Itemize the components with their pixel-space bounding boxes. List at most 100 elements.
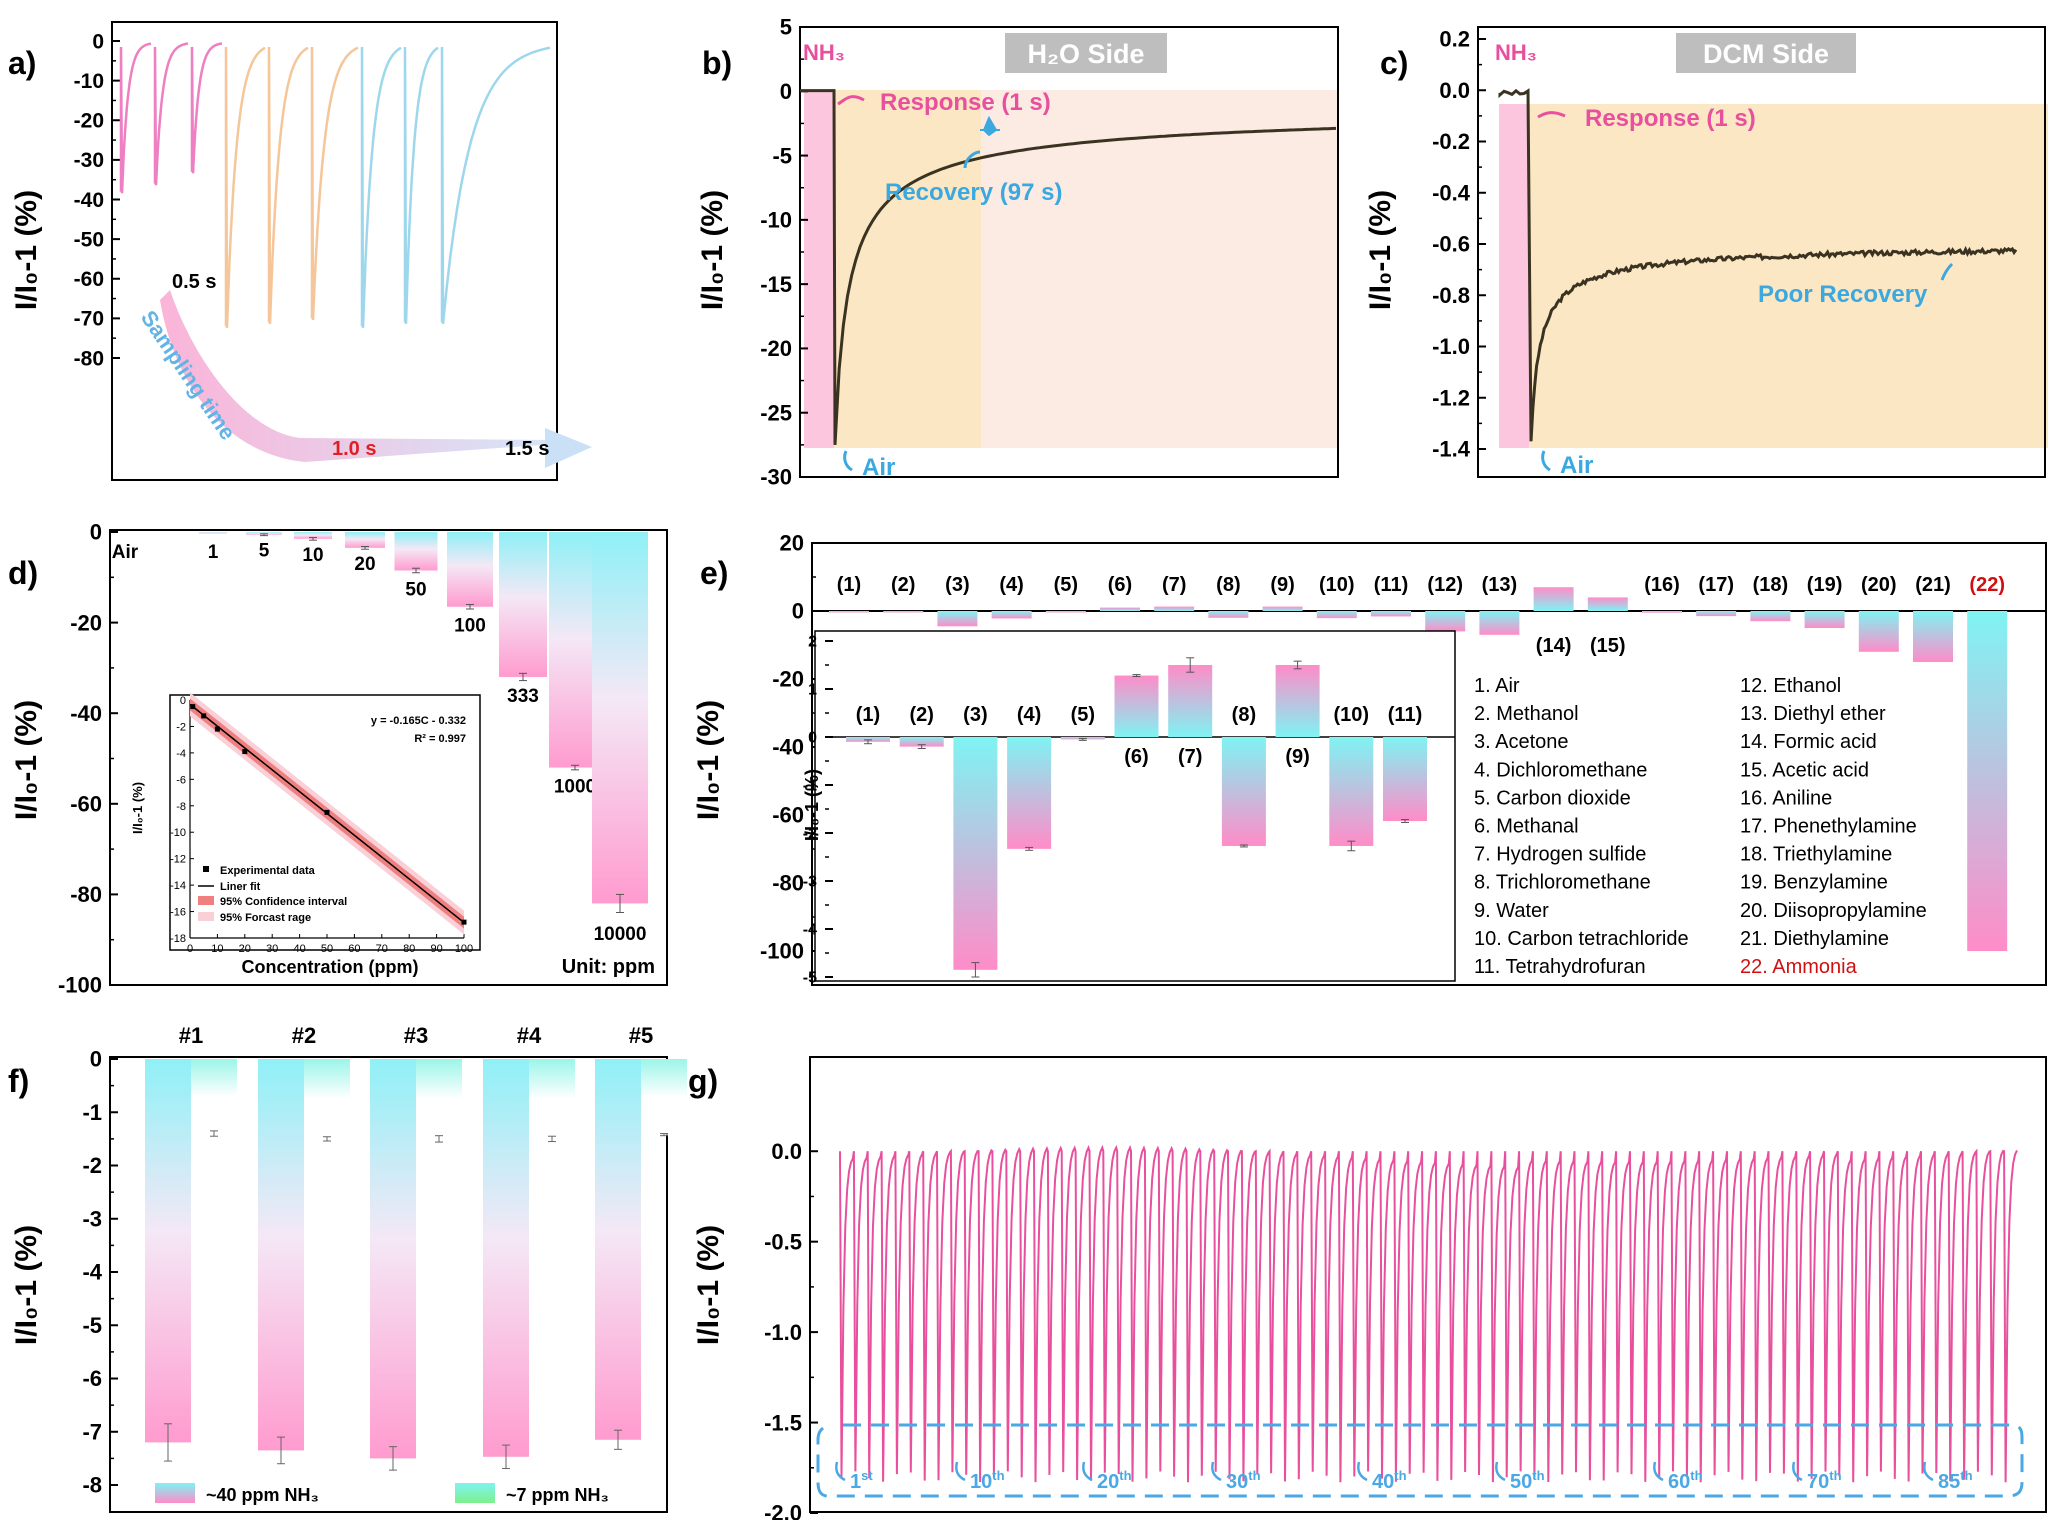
- bar-label-e-5: (5): [1054, 574, 1078, 596]
- legend-item-e-18: 18. Triethylamine: [1740, 844, 1892, 866]
- legend-item-e-20: 20. Diisopropylamine: [1740, 900, 1927, 922]
- inset-x-label-d: Concentration (ppm): [242, 957, 419, 977]
- bar-label-50: 50: [405, 580, 426, 601]
- e-y-tick-label: -20: [772, 667, 804, 692]
- a-y-tick-label: -60: [74, 268, 104, 291]
- bar-e-15: [1587, 597, 1628, 611]
- inset-y-tick-label: -10: [170, 827, 186, 839]
- inset-bar-e-11: [1383, 737, 1427, 821]
- bar-f-1-s1: [145, 1059, 191, 1443]
- inset-x-tick-label: 40: [293, 943, 305, 955]
- group-label-f-5: #5: [629, 1023, 653, 1048]
- bar-50: [394, 532, 438, 571]
- bar-label-333: 333: [507, 686, 539, 707]
- y-axis-label-b: I/I₀-1 (%): [696, 190, 729, 310]
- bar-label-e-16: (16): [1644, 574, 1680, 596]
- legend-item-e-3: 3. Acetone: [1474, 731, 1569, 753]
- bar-f-3-s2: [416, 1059, 462, 1139]
- recovery-marker-b: [980, 115, 1000, 137]
- inset-r2-d: R² = 0.997: [414, 733, 466, 745]
- bar-e-18: [1750, 611, 1791, 622]
- ei-y-tick-label: 1: [808, 682, 817, 699]
- bar-label-e-13: (13): [1482, 574, 1518, 596]
- cycle-arrow-20: [1082, 1461, 1093, 1482]
- inset-y-label-e: I/I₀-1 (%): [802, 769, 822, 841]
- panel-label-d: d): [8, 555, 38, 591]
- panel-a: a) 0-10-20-30-40-50-60-70-80 I/I₀-1 (%) …: [8, 21, 592, 481]
- cycle-arrow-40: [1357, 1461, 1368, 1482]
- bar-f-4-s2: [529, 1059, 575, 1139]
- group-label-f-3: #3: [404, 1023, 428, 1048]
- bar-label-100: 100: [454, 616, 486, 637]
- bar-label-e-3: (3): [945, 574, 969, 596]
- legend-swatch-ci: [198, 896, 214, 905]
- inset-bar-label-e-4: (4): [1017, 704, 1041, 726]
- legend-item-e-8: 8. Trichloromethane: [1474, 872, 1651, 894]
- legend-swatch-forecast: [198, 912, 214, 921]
- response-curve-c: [1498, 88, 2018, 442]
- bar-label-e-11: (11): [1374, 574, 1408, 596]
- f-y-tick-label: -6: [82, 1366, 102, 1391]
- inset-bar-label-e-6: (6): [1124, 746, 1148, 768]
- label-1-5s: 1.5 s: [505, 438, 549, 460]
- legend-item-e-15: 15. Acetic acid: [1740, 759, 1869, 781]
- legend-item-e-4: 4. Dichloromethane: [1474, 759, 1647, 781]
- pulse-line-6: [310, 46, 359, 321]
- y-axis-g: 0.0 -0.5 -1.0 -1.5 -2.0: [764, 1139, 818, 1520]
- bar-e-5: [1045, 611, 1086, 613]
- bar-f-5-s1: [595, 1059, 641, 1440]
- inset-y-tick-label: -4: [176, 748, 186, 760]
- y-axis-a: 0 -10 -20 -30 -40 -50 -60 -70 -80: [74, 30, 120, 370]
- legend-e: 1. Air 2. Methanol 3. Acetone 4. Dichlorome…: [1474, 675, 1927, 978]
- bar-e-9: [1262, 606, 1303, 611]
- legend-swatch-40ppm: [155, 1483, 195, 1503]
- inset-x-tick-label: 50: [321, 943, 333, 955]
- cycle-arrow-10: [955, 1461, 966, 1482]
- inset-y-label-d: I/I₀-1 (%): [130, 782, 145, 834]
- inset-y-tick-label: -6: [176, 774, 186, 786]
- b-y-tick-label: 5: [780, 15, 792, 40]
- ei-y-tick-label: -3: [803, 874, 817, 891]
- response-arrow-c: [1537, 111, 1566, 119]
- cycle-label-30: 30th: [1226, 1468, 1261, 1493]
- air-arrow-b: [843, 450, 853, 472]
- a-y-tick-label: -70: [74, 308, 104, 331]
- inset-y-tick-label: -18: [170, 933, 186, 945]
- panel-label-c: c): [1380, 45, 1408, 81]
- bar-label-1: 1: [208, 542, 219, 563]
- c-y-tick-label: -0.2: [1432, 129, 1470, 154]
- cycle-arrow-70: [1792, 1461, 1803, 1482]
- inset-y-tick-label: -16: [170, 907, 186, 919]
- bars-f: #1 #2 #3 #4 #5: [145, 1023, 687, 1471]
- inset-y-tick-label: 0: [180, 695, 186, 707]
- panel-g: g) 0.0 -0.5 -1.0 -1.5 -2.0 I/I₀-1 (%) 1st 10t…: [688, 1056, 2047, 1520]
- panel-e: e) 200-20-40-60-80-100 I/I₀-1 (%) (1) (2)…: [692, 531, 2047, 987]
- c-y-tick-label: -1.0: [1432, 334, 1470, 359]
- legend-text-ci: 95% Confidence interval: [220, 896, 347, 908]
- pulse-line-9: [440, 46, 551, 325]
- group-label-f-2: #2: [292, 1023, 316, 1048]
- response-label-c: Response (1 s): [1585, 105, 1756, 132]
- legend-label-7ppm: ~7 ppm NH₃: [506, 1485, 609, 1505]
- bar-label-1000: 1000: [554, 777, 596, 798]
- b-y-tick-label: -30: [760, 465, 792, 490]
- inset-bar-e-6: [1114, 675, 1159, 737]
- c-y-tick-label: -0.8: [1432, 283, 1470, 308]
- legend-item-e-13: 13. Diethyl ether: [1740, 703, 1886, 725]
- bar-e-20: [1858, 611, 1899, 652]
- d-y-tick-label: -40: [70, 701, 102, 726]
- panel-label-g: g): [688, 1063, 718, 1099]
- bar-f-2-s1: [258, 1059, 304, 1451]
- ei-y-tick-label: -1: [803, 778, 817, 795]
- y-axis-c: 0.2 0.0 -0.2 -0.4 -0.6 -0.8 -1.0 -1.2 -1.4: [1432, 27, 1486, 462]
- bar-e-11: [1371, 611, 1411, 617]
- bar-label-e-7: (7): [1162, 574, 1186, 596]
- sampling-arrow: [160, 290, 555, 462]
- bar-e-16: [1642, 611, 1682, 613]
- inset-bar-e-9: [1275, 665, 1320, 737]
- bar-e-13: [1479, 611, 1520, 635]
- legend-item-e-22: 22. Ammonia: [1740, 956, 1858, 978]
- inset-x-tick-label: 20: [239, 943, 251, 955]
- ei-y-tick-label: -2: [803, 826, 817, 843]
